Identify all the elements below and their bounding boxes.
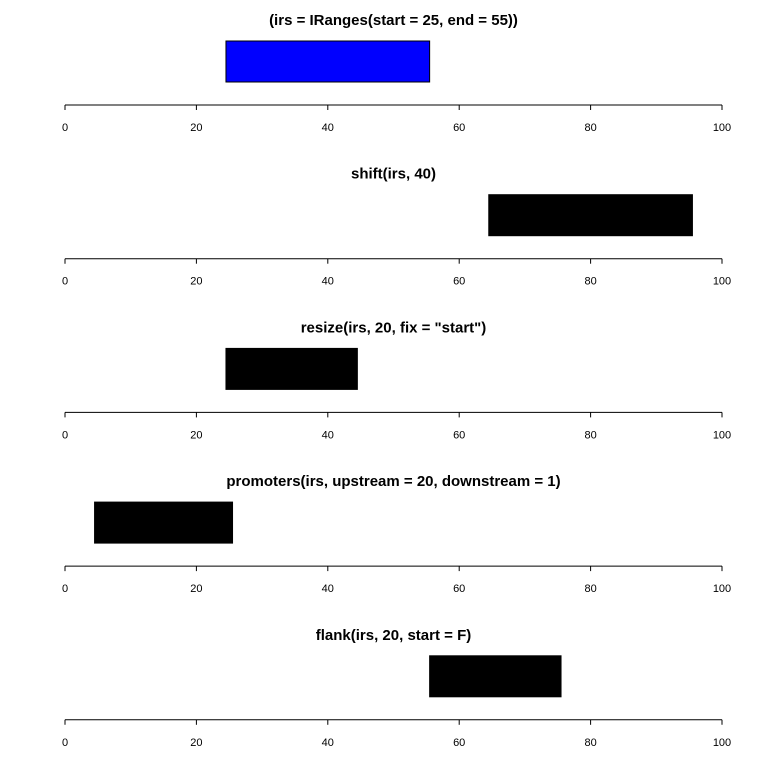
x-tick-label: 40 (322, 429, 334, 441)
x-tick-label: 40 (322, 737, 334, 749)
x-tick-label: 60 (453, 276, 465, 288)
range-bar (225, 347, 358, 390)
panel-4: promoters(irs, upstream = 20, downstream… (62, 473, 731, 595)
x-tick-label: 0 (62, 429, 68, 441)
panel-3: resize(irs, 20, fix = "start") 0 20 40 60 80 1… (62, 319, 731, 441)
panel-5: flank(irs, 20, start = F) 0 20 40 60 80 100 (62, 627, 731, 749)
x-tick-label: 100 (713, 122, 731, 134)
x-tick-label: 80 (584, 122, 596, 134)
range-bar (429, 655, 562, 698)
x-tick-label: 80 (584, 583, 596, 595)
x-tick-label: 100 (713, 276, 731, 288)
panel-title: promoters(irs, upstream = 20, downstream… (226, 473, 560, 490)
range-bar (488, 194, 693, 237)
x-tick-label: 0 (62, 122, 68, 134)
x-tick-label: 60 (453, 737, 465, 749)
x-tick-label: 20 (190, 122, 202, 134)
panel-1: (irs = IRanges(start = 25, end = 55)) 0 20… (62, 12, 731, 134)
panel-2: shift(irs, 40) 0 20 40 60 80 100 (62, 166, 731, 288)
panel-title: resize(irs, 20, fix = "start") (301, 319, 487, 336)
x-tick-label: 40 (322, 583, 334, 595)
x-tick-label: 100 (713, 737, 731, 749)
x-tick-label: 0 (62, 737, 68, 749)
x-tick-label: 20 (190, 429, 202, 441)
x-tick-label: 100 (713, 583, 731, 595)
x-tick-label: 60 (453, 122, 465, 134)
x-tick-label: 0 (62, 276, 68, 288)
panel-title: shift(irs, 40) (351, 166, 436, 183)
x-tick-label: 0 (62, 583, 68, 595)
range-bar (225, 40, 431, 83)
x-tick-label: 80 (584, 276, 596, 288)
panel-title: (irs = IRanges(start = 25, end = 55)) (269, 12, 518, 29)
x-tick-label: 20 (190, 276, 202, 288)
x-tick-label: 40 (322, 122, 334, 134)
x-tick-label: 60 (453, 583, 465, 595)
x-tick-label: 80 (584, 737, 596, 749)
range-bar (94, 501, 234, 544)
x-tick-label: 40 (322, 276, 334, 288)
x-tick-label: 80 (584, 429, 596, 441)
x-tick-label: 20 (190, 583, 202, 595)
x-tick-label: 60 (453, 429, 465, 441)
x-tick-label: 20 (190, 737, 202, 749)
panel-title: flank(irs, 20, start = F) (316, 627, 471, 644)
x-tick-label: 100 (713, 429, 731, 441)
